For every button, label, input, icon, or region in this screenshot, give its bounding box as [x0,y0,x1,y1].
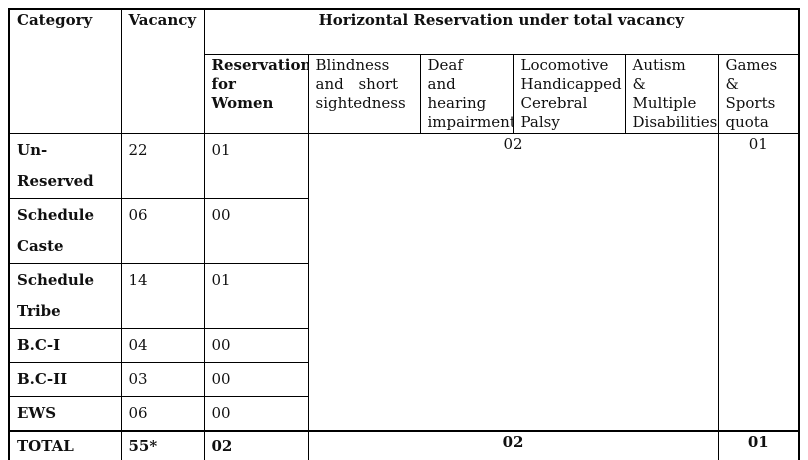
vacancy-cell: 22 [120,132,205,199]
subheader-cell-deaf: Deaf and hearing impairment [419,53,514,134]
category-cell: B.C-I [8,327,122,363]
women-reservation-cell: 01 [203,262,309,329]
total-games-cell: 01 [717,429,800,460]
document-page: Category Vacancy Horizontal Reservation … [0,8,808,460]
women-reservation-cell: 00 [203,327,309,363]
total-vacancy-cell: 55* [120,429,205,460]
subheader-cell-blindness: Blindness and short sightedness [307,53,421,134]
category-cell: Schedule Caste [8,197,122,264]
header-cell-horizontal-reservation: Horizontal Reservation under total vacan… [203,8,800,55]
women-reservation-cell: 01 [203,132,309,199]
table-row-schedule-caste: Schedule Caste 06 00 [8,197,799,264]
total-disability-cell: 02 [307,429,719,460]
subheader-cell-locomotive: Locomotive Handicapped Cerebral Palsy [512,53,626,134]
subheader-cell-games-sports: Games & Sports quota [717,53,800,134]
vacancy-cell: 03 [120,361,205,397]
table-row-schedule-tribe: Schedule Tribe 14 01 [8,262,799,329]
total-label-cell: TOTAL [8,429,122,460]
table-row-un-reserved: Un- Reserved 22 01 02 01 [8,132,800,431]
vacancy-cell: 06 [120,395,205,431]
header-row: Category Vacancy Horizontal Reservation … [8,8,800,134]
total-women-cell: 02 [203,429,309,460]
subheader-cell-reservation-for-women: Reservation for Women [203,53,309,134]
vacancy-cell: 14 [120,262,205,329]
games-quota-merged-cell: 01 [717,132,800,431]
category-cell: Schedule Tribe [8,262,122,329]
disability-merged-cell: 02 [307,132,719,431]
women-reservation-cell: 00 [203,197,309,264]
vacancy-cell: 06 [120,197,205,264]
category-cell: EWS [8,395,122,431]
category-cell: Un- Reserved [8,132,122,199]
category-cell: B.C-II [8,361,122,397]
women-reservation-cell: 00 [203,395,309,431]
header-cell-category: Category [8,8,122,134]
subheader-row: Reservation for Women Blindness and shor… [9,53,800,134]
table-row-ews: EWS 06 00 [8,395,799,431]
vacancy-cell: 04 [120,327,205,363]
subheader-cell-autism: Autism & Multiple Disabilities [624,53,719,134]
table-row-total: TOTAL 55* 02 02 01 [8,429,800,460]
table-row-bc-2: B.C-II 03 00 [8,361,799,397]
vacancy-reservation-table: Category Vacancy Horizontal Reservation … [8,8,801,460]
table-row-bc-1: B.C-I 04 00 [8,327,799,363]
women-reservation-cell: 00 [203,361,309,397]
header-cell-vacancy: Vacancy [120,8,205,134]
